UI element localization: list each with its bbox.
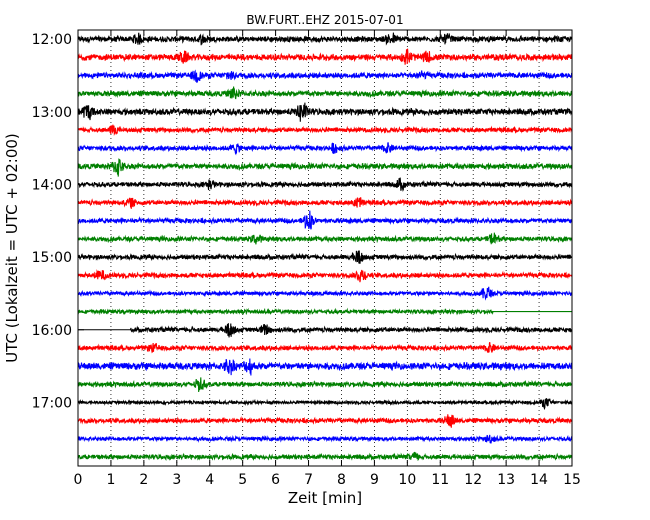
x-tick-label-8: 8 bbox=[337, 472, 346, 488]
x-tick-label-0: 0 bbox=[74, 472, 83, 488]
trace-1330 bbox=[78, 142, 572, 156]
x-tick-label-11: 11 bbox=[431, 472, 449, 488]
trace-1645 bbox=[78, 377, 572, 392]
x-tick-label-12: 12 bbox=[464, 472, 482, 488]
trace-1230 bbox=[78, 69, 572, 83]
x-tick-label-5: 5 bbox=[238, 472, 247, 488]
x-axis-label: Zeit [min] bbox=[288, 489, 362, 507]
trace-1615 bbox=[78, 341, 572, 354]
trace-1415 bbox=[78, 197, 572, 209]
trace-1300 bbox=[78, 102, 572, 122]
trace-1315 bbox=[78, 124, 572, 136]
y-tick-label-1700: 17:00 bbox=[32, 395, 72, 411]
trace-1500 bbox=[78, 250, 572, 264]
trace-1530 bbox=[78, 286, 572, 301]
y-tick-label-1300: 13:00 bbox=[32, 105, 72, 121]
trace-1400 bbox=[78, 177, 572, 192]
x-tick-label-9: 9 bbox=[370, 472, 379, 488]
y-axis-ticks: 12:00 13:00 14:00 15:00 16:00 17:00 bbox=[32, 32, 572, 411]
trace-1515 bbox=[78, 269, 572, 283]
x-tick-label-14: 14 bbox=[530, 472, 548, 488]
trace-1215 bbox=[78, 48, 572, 65]
trace-1545 bbox=[78, 307, 572, 316]
y-tick-label-1500: 15:00 bbox=[32, 250, 72, 266]
y-tick-label-1200: 12:00 bbox=[32, 32, 72, 48]
x-tick-label-6: 6 bbox=[271, 472, 280, 488]
y-axis-label: UTC (Lokalzeit = UTC + 02:00) bbox=[3, 133, 21, 363]
trace-1445 bbox=[78, 232, 572, 245]
x-tick-label-15: 15 bbox=[563, 472, 581, 488]
trace-1715 bbox=[78, 414, 572, 428]
trace-1345 bbox=[78, 158, 572, 177]
x-axis-ticks: 0 1 2 3 4 5 6 7 8 9 10 11 12 13 14 15 bbox=[74, 30, 581, 488]
x-tick-label-4: 4 bbox=[205, 472, 214, 488]
x-tick-label-1: 1 bbox=[106, 472, 115, 488]
y-tick-label-1600: 16:00 bbox=[32, 323, 72, 339]
x-tick-label-2: 2 bbox=[139, 472, 148, 488]
x-tick-label-3: 3 bbox=[172, 472, 181, 488]
y-tick-label-1400: 14:00 bbox=[32, 177, 72, 193]
x-tick-label-7: 7 bbox=[304, 472, 313, 488]
x-tick-label-10: 10 bbox=[398, 472, 416, 488]
trace-1200 bbox=[78, 32, 572, 46]
x-tick-label-13: 13 bbox=[497, 472, 515, 488]
chart-title: BW.FURT..EHZ 2015-07-01 bbox=[246, 13, 403, 27]
trace-1745 bbox=[78, 451, 572, 462]
trace-1700 bbox=[78, 398, 572, 411]
plot-frame bbox=[77, 29, 573, 467]
trace-1630 bbox=[78, 358, 572, 376]
plot-area bbox=[77, 29, 573, 467]
trace-1730 bbox=[78, 434, 572, 444]
trace-1600 bbox=[78, 323, 572, 338]
trace-1430 bbox=[78, 210, 572, 230]
trace-1245 bbox=[78, 86, 572, 100]
